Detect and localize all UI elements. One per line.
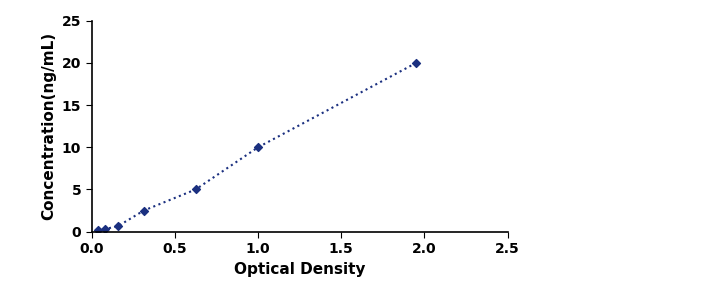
Point [190,187,202,192]
X-axis label: Optical Density: Optical Density [234,262,365,277]
Point [410,61,422,65]
Point [252,145,264,150]
Point [99,227,110,231]
Point [112,224,123,229]
Point [138,208,149,213]
Y-axis label: Concentration(ng/mL): Concentration(ng/mL) [41,32,56,220]
Point [92,228,104,233]
